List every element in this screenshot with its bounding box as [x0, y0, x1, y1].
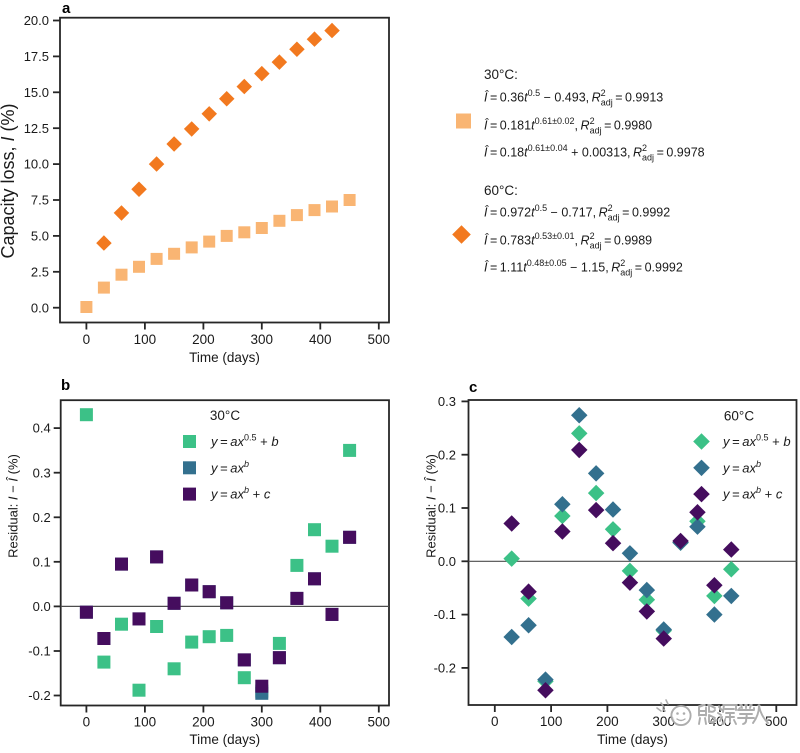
svg-text:Time (days): Time (days) [189, 732, 260, 747]
svg-text:a: a [62, 0, 71, 17]
svg-text:y = ax0.5 + b: y = ax0.5 + b [210, 433, 279, 450]
svg-text:0: 0 [491, 714, 499, 729]
svg-text:Î = 0.18t0.61±0.04 + 0.00313,: Î = 0.18t0.61±0.04 + 0.00313, R2 adj = 0.… [484, 143, 705, 163]
svg-text:500: 500 [368, 715, 391, 730]
svg-text:30°C: 30°C [210, 408, 240, 423]
svg-text:5.0: 5.0 [31, 229, 49, 244]
svg-text:200: 200 [192, 332, 215, 347]
svg-text:y = ax0.5 + b: y = ax0.5 + b [722, 433, 791, 450]
svg-text:0: 0 [83, 715, 91, 730]
svg-text:0.3: 0.3 [33, 465, 51, 480]
svg-text:2.5: 2.5 [31, 264, 49, 279]
svg-text:300: 300 [652, 714, 675, 729]
svg-text:y = axb + c: y = axb + c [722, 485, 783, 502]
svg-text:c: c [469, 379, 477, 396]
svg-text:Residual: I − Î (%): Residual: I − Î (%) [424, 454, 439, 558]
svg-text:-0.1: -0.1 [28, 644, 50, 659]
svg-text:300: 300 [251, 332, 274, 347]
svg-text:300: 300 [251, 715, 274, 730]
svg-text:100: 100 [134, 715, 157, 730]
svg-text:-0.2: -0.2 [434, 661, 456, 676]
svg-text:-0.2: -0.2 [28, 688, 50, 703]
svg-text:0.1: 0.1 [33, 554, 51, 569]
svg-text:100: 100 [540, 714, 563, 729]
svg-text:60°C:: 60°C: [484, 183, 518, 198]
svg-text:60°C: 60°C [724, 409, 754, 424]
svg-text:y = axb: y = axb [722, 459, 761, 476]
svg-text:Residual: I − Î (%): Residual: I − Î (%) [6, 454, 21, 558]
svg-text:20.0: 20.0 [24, 13, 49, 28]
svg-text:Î = 1.11t0.48±0.05 − 1.15, R2a: Î = 1.11t0.48±0.05 − 1.15, R2 adj = 0.999… [484, 258, 683, 278]
svg-text:0.1: 0.1 [438, 501, 456, 516]
svg-text:0.4: 0.4 [33, 421, 51, 436]
svg-text:Capacity loss, I (%): Capacity loss, I (%) [0, 103, 18, 258]
svg-text:y = axb: y = axb [210, 459, 249, 476]
svg-text:200: 200 [596, 714, 619, 729]
svg-text:0.2: 0.2 [438, 447, 456, 462]
svg-text:-0.1: -0.1 [434, 607, 456, 622]
svg-text:17.5: 17.5 [24, 49, 49, 64]
svg-text:200: 200 [192, 715, 215, 730]
svg-text:100: 100 [134, 332, 157, 347]
svg-text:15.0: 15.0 [24, 85, 49, 100]
svg-text:500: 500 [368, 332, 391, 347]
svg-text:b: b [61, 377, 70, 394]
svg-text:12.5: 12.5 [24, 121, 49, 136]
svg-text:10.0: 10.0 [24, 157, 49, 172]
svg-text:30°C:: 30°C: [484, 67, 518, 82]
svg-text:400: 400 [309, 715, 332, 730]
svg-text:7.5: 7.5 [31, 193, 49, 208]
svg-text:0.3: 0.3 [438, 394, 456, 409]
svg-text:0: 0 [83, 332, 91, 347]
svg-text:Time (days): Time (days) [597, 732, 668, 747]
svg-text:y = axb + c: y = axb + c [210, 485, 271, 502]
svg-text:0.0: 0.0 [33, 599, 51, 614]
svg-text:500: 500 [765, 714, 788, 729]
svg-text:0.2: 0.2 [33, 510, 51, 525]
svg-text:0.0: 0.0 [438, 554, 456, 569]
svg-text:Time (days): Time (days) [189, 350, 260, 365]
svg-text:400: 400 [309, 332, 332, 347]
svg-text:0.0: 0.0 [31, 300, 49, 315]
